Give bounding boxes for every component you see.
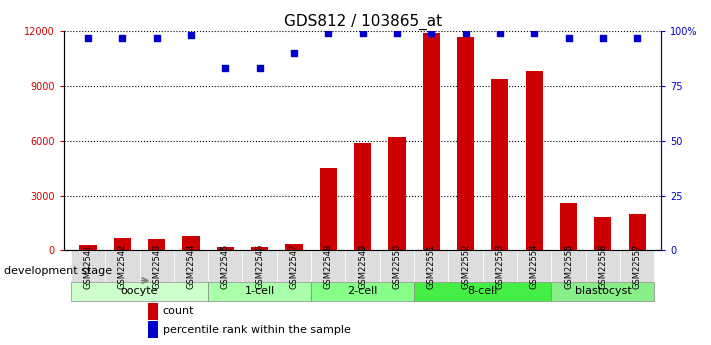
Point (391, 30, 402, 36)
Text: GSM22556: GSM22556 (599, 243, 607, 289)
Text: GSM22553: GSM22553 (496, 243, 504, 289)
Bar (208, 250, 242, 282)
Bar (388, 137, 405, 250)
Text: GSM22555: GSM22555 (564, 244, 573, 289)
Bar (457, 37, 474, 250)
Text: GSM22548: GSM22548 (324, 243, 333, 289)
Text: 2-cell: 2-cell (348, 286, 378, 296)
Text: count: count (163, 306, 194, 316)
Bar (148, 303, 159, 319)
Bar (525, 71, 542, 250)
Bar (354, 142, 371, 250)
Bar (346, 250, 380, 282)
Bar (80, 245, 97, 250)
Point (494, 30, 506, 36)
Bar (320, 168, 337, 250)
Point (117, 35, 128, 40)
Text: GSM22542: GSM22542 (118, 244, 127, 289)
Bar (311, 282, 414, 301)
Point (528, 30, 540, 36)
Point (288, 50, 299, 56)
Title: GDS812 / 103865_at: GDS812 / 103865_at (284, 13, 442, 30)
Bar (552, 250, 586, 282)
Bar (449, 250, 483, 282)
Bar (620, 250, 654, 282)
Point (460, 30, 471, 36)
Bar (217, 247, 234, 250)
Bar (251, 247, 268, 250)
Point (563, 35, 574, 40)
Bar (242, 250, 277, 282)
Text: GSM22557: GSM22557 (633, 243, 642, 289)
Bar (71, 282, 208, 301)
Bar (594, 217, 611, 250)
Text: GSM22543: GSM22543 (152, 243, 161, 289)
Bar (71, 250, 105, 282)
Text: GSM22554: GSM22554 (530, 244, 539, 289)
Point (186, 33, 197, 38)
Bar (114, 238, 131, 250)
Text: 1-cell: 1-cell (245, 286, 274, 296)
Text: GSM22549: GSM22549 (358, 244, 367, 289)
Text: GSM22544: GSM22544 (186, 244, 196, 289)
Point (220, 66, 231, 71)
Bar (148, 239, 165, 250)
Point (426, 30, 437, 36)
Bar (285, 244, 303, 250)
Bar (517, 250, 552, 282)
Bar (380, 250, 414, 282)
Text: GSM22541: GSM22541 (83, 244, 92, 289)
Text: GSM22546: GSM22546 (255, 243, 264, 289)
Bar (148, 322, 159, 338)
Bar (183, 236, 200, 250)
Bar (139, 250, 173, 282)
Text: GSM22547: GSM22547 (289, 243, 299, 289)
Bar (277, 250, 311, 282)
Text: percentile rank within the sample: percentile rank within the sample (163, 325, 351, 335)
Point (323, 30, 334, 36)
Bar (552, 282, 654, 301)
Bar (414, 282, 552, 301)
Text: GSM22550: GSM22550 (392, 244, 402, 289)
Text: GSM22545: GSM22545 (221, 244, 230, 289)
Text: oocyte: oocyte (121, 286, 159, 296)
Point (254, 66, 265, 71)
Bar (105, 250, 139, 282)
Point (357, 30, 368, 36)
Bar (560, 203, 577, 250)
Text: development stage: development stage (4, 266, 112, 276)
Bar (208, 282, 311, 301)
Point (631, 35, 643, 40)
Point (597, 35, 609, 40)
Bar (422, 33, 440, 250)
Bar (414, 250, 449, 282)
Bar (491, 79, 508, 250)
Text: GSM22552: GSM22552 (461, 244, 470, 289)
Point (82, 35, 94, 40)
Bar (483, 250, 517, 282)
Bar (629, 214, 646, 250)
Text: blastocyst: blastocyst (574, 286, 631, 296)
Text: 8-cell: 8-cell (468, 286, 498, 296)
Bar (311, 250, 346, 282)
Text: GSM22551: GSM22551 (427, 244, 436, 289)
Bar (586, 250, 620, 282)
Bar (173, 250, 208, 282)
Point (151, 35, 162, 40)
